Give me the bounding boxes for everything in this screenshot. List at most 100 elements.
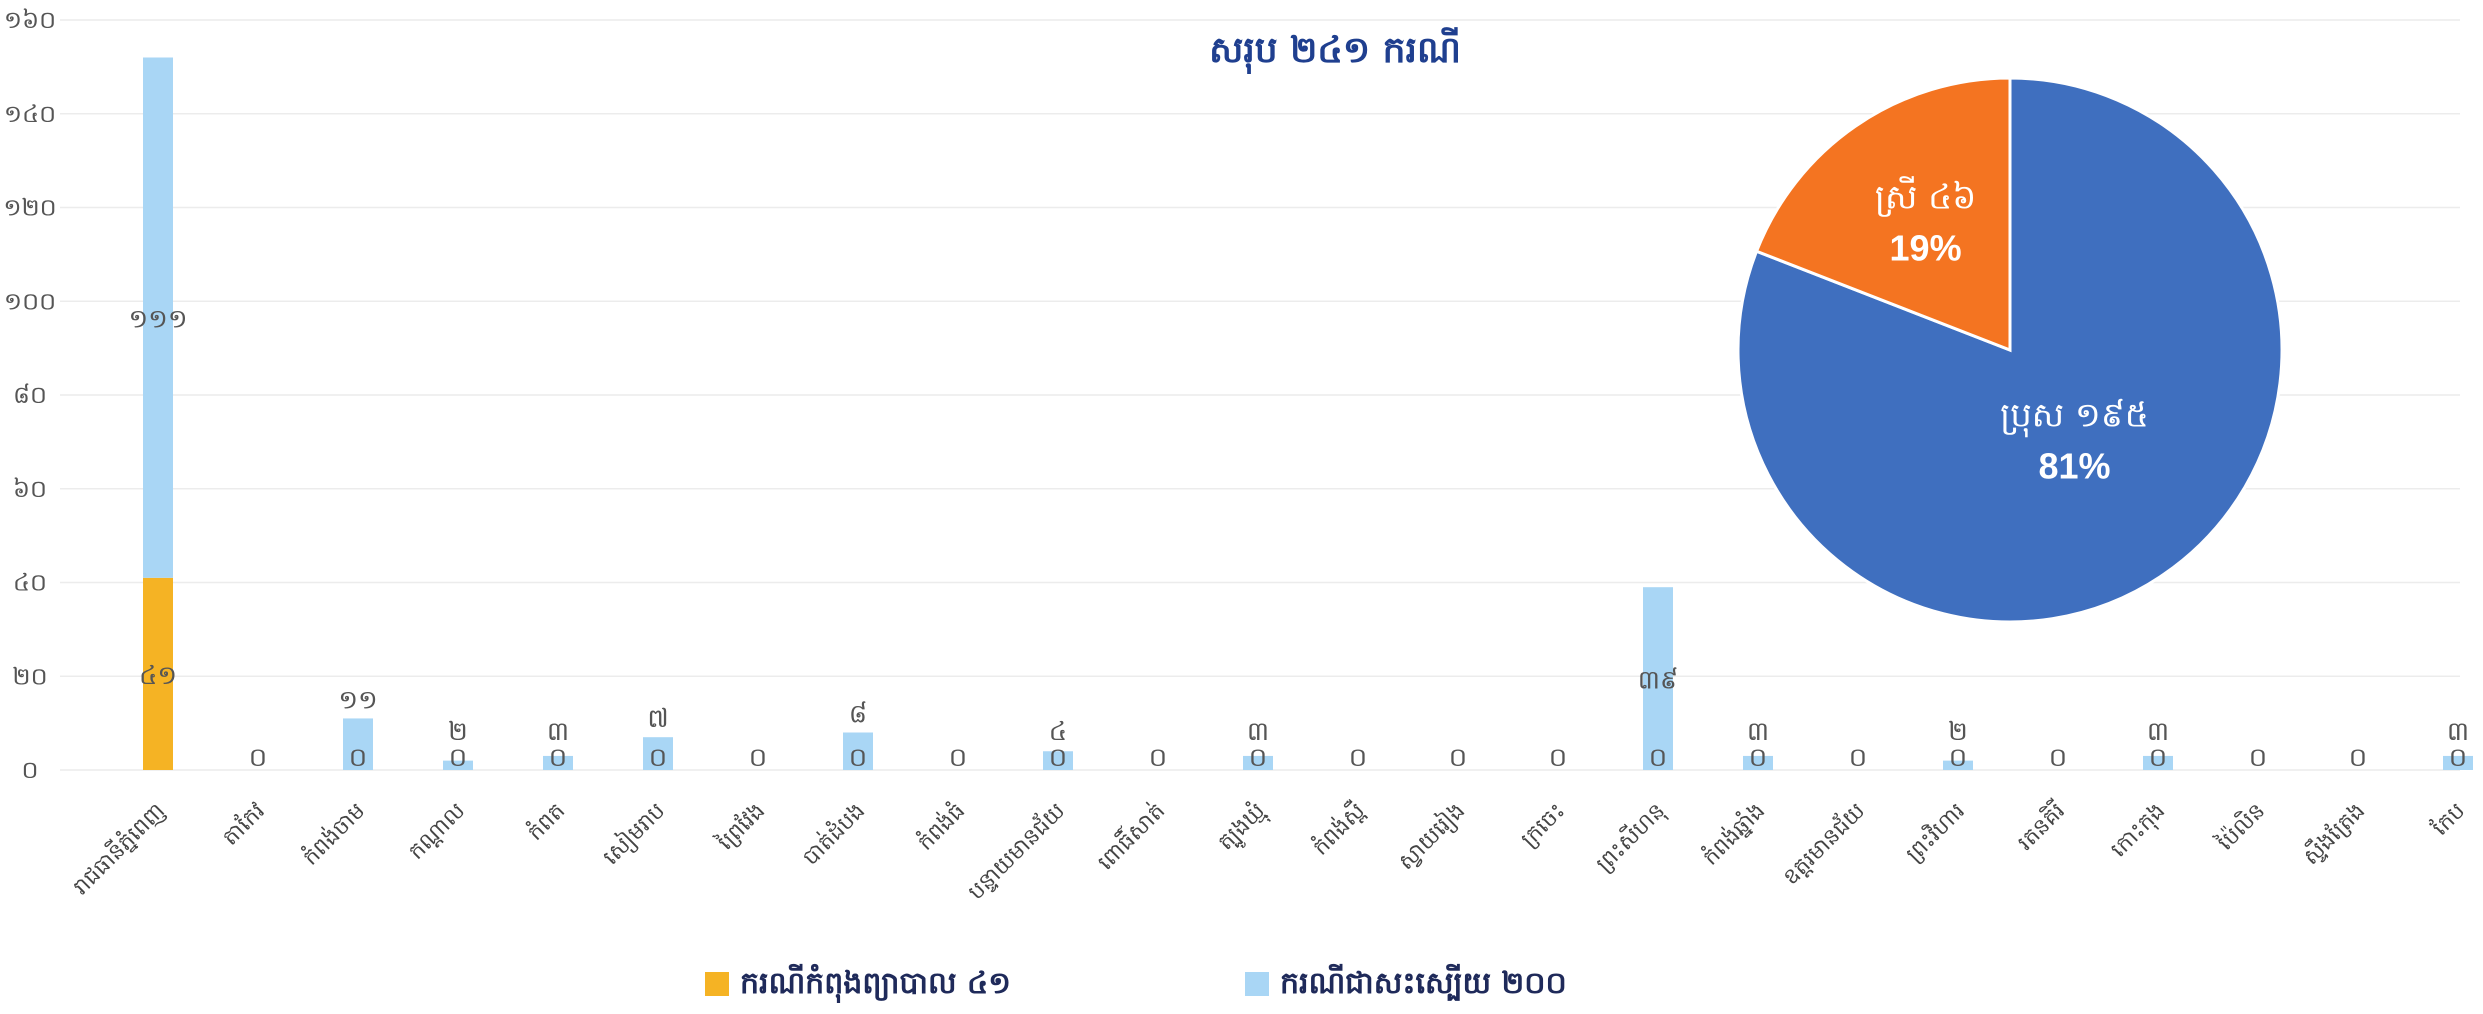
bar-ongoing xyxy=(143,577,173,770)
data-label-ongoing: ០ xyxy=(1149,743,1167,773)
bar-recovered xyxy=(643,737,673,770)
pie-percent: 19% xyxy=(1890,227,1962,268)
bar-recovered xyxy=(1043,751,1073,770)
legend-swatch-recovered xyxy=(1245,972,1269,996)
bar-recovered xyxy=(343,718,373,770)
data-label-recovered: ២ xyxy=(448,717,468,747)
category-label: ស្វាយរៀង xyxy=(1391,796,1470,875)
category-label: រតនគិរី xyxy=(2012,797,2071,856)
bar-recovered xyxy=(443,760,473,770)
data-label-ongoing: ០ xyxy=(449,743,467,773)
bar-series xyxy=(143,57,2473,770)
category-label: កំពង់ស្ពឺ xyxy=(1306,796,1370,860)
bar-recovered xyxy=(843,732,873,770)
legend-label-ongoing: ករណីកំពុងព្យាបាល ៤១ xyxy=(740,963,1011,1004)
data-label-ongoing: ០ xyxy=(1249,743,1267,773)
category-label: កំពង់ចាម xyxy=(297,797,370,870)
pie-label: ប្រុស ១៩៥ xyxy=(2000,395,2149,437)
data-label-recovered: ១១១ xyxy=(128,305,187,335)
data-label-ongoing: ០ xyxy=(1949,743,1967,773)
category-label: ស្ទឹងត្រែង xyxy=(2296,796,2370,870)
category-label: ព្រះសីហនុ xyxy=(1590,797,1671,878)
category-label: កំពត xyxy=(522,797,571,846)
data-label-ongoing: ០ xyxy=(649,743,667,773)
pie-chart: ប្រុស ១៩៥ 81% ស្រី ៤៦ 19% xyxy=(1736,76,2284,624)
category-label: ព្រៃវែង xyxy=(711,797,770,856)
category-label: កំពង់ឆ្នាំង xyxy=(1697,797,1770,870)
category-label: ប៉ៃលិន xyxy=(2211,797,2270,856)
data-label-ongoing: ០ xyxy=(1649,743,1667,773)
data-label-ongoing: ០ xyxy=(2049,743,2067,773)
data-label-ongoing: ០ xyxy=(1849,743,1867,773)
data-label-ongoing: ០ xyxy=(1049,743,1067,773)
category-label: កោះកុង xyxy=(2106,799,2171,864)
data-label-recovered: ៣ xyxy=(547,717,569,747)
pie-slice-female xyxy=(1754,76,2012,353)
data-label-ongoing: ០ xyxy=(949,743,967,773)
bar-data-labels: ៤១១១១០ ០១១០២០៣០៧០ ០៨០ ០៤០ ០៣០០០០៣៩០៣០ ០២០ ០៣០០… xyxy=(128,305,2469,773)
y-tick-label: ១៦០ xyxy=(4,6,56,34)
data-label-recovered: ៣ xyxy=(2447,717,2469,747)
chart-subtitle: សរុប ២៤១ ករណី xyxy=(1209,27,1461,74)
category-label: រាជធានីភ្នំពេញ xyxy=(67,797,170,900)
category-label: ត្បូងឃ្មុំ xyxy=(1212,797,1273,858)
category-label: ពោធិ៍សាត់ xyxy=(1090,796,1170,876)
pie-label: ស្រី ៤៦ xyxy=(1875,175,1976,217)
category-label: ព្រះវិហារ xyxy=(1900,797,1970,867)
category-label: កែប xyxy=(2426,797,2470,841)
category-label: តាកែវ xyxy=(217,797,271,851)
data-label-ongoing: ០ xyxy=(249,743,267,773)
data-label-recovered: ៣ xyxy=(1747,717,1769,747)
bar-recovered xyxy=(1943,760,1973,770)
data-label-ongoing: ០ xyxy=(749,743,767,773)
data-label-recovered: ៣៩ xyxy=(1638,666,1679,696)
bar-recovered xyxy=(2143,755,2173,770)
y-tick-label: ៨០ xyxy=(13,381,47,409)
data-label-ongoing: ០ xyxy=(2449,743,2467,773)
bar-recovered xyxy=(1243,755,1273,770)
category-label: បន្ទាយមានជ័យ xyxy=(962,796,1071,905)
bar-recovered xyxy=(1743,755,1773,770)
data-label-recovered: ៣ xyxy=(2147,717,2169,747)
data-label-recovered: ២ xyxy=(1948,717,1968,747)
bar-recovered xyxy=(543,755,573,770)
legend: ករណីកំពុងព្យាបាល ៤១ ករណីជាសះស្បើយ ២០០ xyxy=(705,963,1567,1004)
data-label-ongoing: ០ xyxy=(2249,743,2267,773)
y-tick-label: ១០០ xyxy=(4,287,56,315)
bar-recovered xyxy=(1643,587,1673,770)
x-axis-categories: រាជធានីភ្នំពេញ តាកែវ កំពង់ចាម កណ្ដាល កំពត សៀម… xyxy=(67,796,2470,905)
category-label: ក្រចេះ xyxy=(1516,799,1570,853)
data-label-ongoing: ០ xyxy=(849,743,867,773)
data-label-ongoing: ០ xyxy=(1349,743,1367,773)
data-label-recovered: ៣ xyxy=(1247,717,1269,747)
data-label-ongoing: ៤១ xyxy=(139,661,177,691)
y-tick-label: ០ xyxy=(22,756,39,784)
category-label: កណ្ដាល xyxy=(404,799,470,865)
data-label-recovered: ១១ xyxy=(338,685,377,715)
y-tick-label: ២០ xyxy=(12,662,47,690)
data-label-ongoing: ០ xyxy=(1749,743,1767,773)
category-label: កំពង់ធំ xyxy=(912,797,971,856)
data-label-ongoing: ០ xyxy=(1449,743,1467,773)
legend-swatch-ongoing xyxy=(705,972,729,996)
category-label: សៀមរាប xyxy=(596,796,671,871)
legend-label-recovered: ករណីជាសះស្បើយ ២០០ xyxy=(1280,963,1567,1001)
data-label-recovered: ៨ xyxy=(849,700,867,730)
y-tick-label: ១២០ xyxy=(3,194,56,222)
bar-recovered xyxy=(2443,755,2473,770)
gridlines xyxy=(60,19,2460,771)
category-label: ឧត្តរមានជ័យ xyxy=(1776,796,1870,890)
pie-percent: 81% xyxy=(2038,445,2110,486)
y-tick-label: ៦០ xyxy=(13,475,47,503)
data-label-ongoing: ០ xyxy=(349,743,367,773)
category-label: បាត់ដំបង xyxy=(797,797,870,870)
data-label-ongoing: ០ xyxy=(2149,743,2167,773)
y-tick-label: ១៤០ xyxy=(4,100,56,128)
data-label-ongoing: ០ xyxy=(1549,743,1567,773)
data-label-recovered: ៤ xyxy=(1049,717,1067,747)
y-tick-label: ៤០ xyxy=(13,569,47,597)
data-label-recovered: ៧ xyxy=(647,704,668,734)
y-axis-ticks: ០ ២០ ៤០ ៦០ ៨០ ១០០ ១២០ ១៤០ ១៦០ xyxy=(3,6,56,784)
bar-recovered xyxy=(143,57,173,578)
